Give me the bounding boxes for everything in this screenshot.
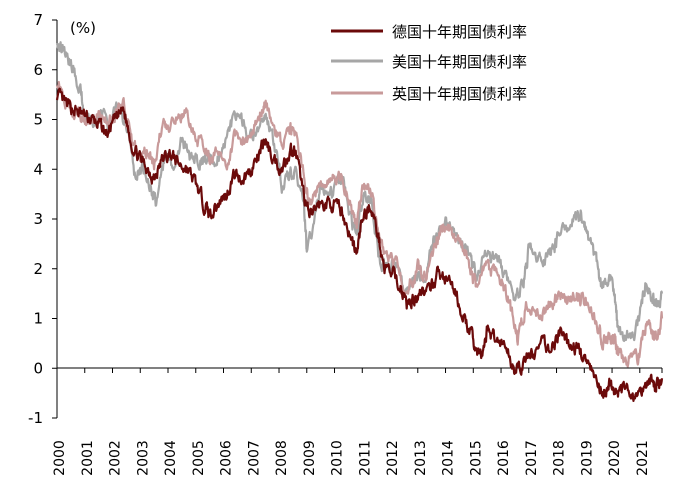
y-axis: 7 6 5 4 3 2 1 0 -1 <box>28 11 58 427</box>
y-tick-label: 6 <box>33 61 43 79</box>
x-tick-label: 2006 <box>219 440 235 476</box>
y-tick-label: 3 <box>33 210 43 228</box>
x-tick-label: 2002 <box>108 440 124 476</box>
x-tick-label: 2017 <box>524 440 540 476</box>
x-tick-label: 2009 <box>302 440 318 476</box>
x-tick-label: 2020 <box>607 440 623 476</box>
x-tick-label: 2003 <box>135 440 151 476</box>
x-tick-label: 2014 <box>441 440 457 476</box>
x-tick-label: 2015 <box>468 440 484 476</box>
x-tick-label: 2007 <box>246 440 262 476</box>
x-axis: 2000 2001 2002 2003 2004 2005 2006 2007 2008 2009… <box>52 367 663 476</box>
series-layer <box>55 41 664 402</box>
y-tick-label: 2 <box>33 260 43 278</box>
legend-label-1: 德国十年期国债利率 <box>392 23 527 41</box>
y-tick-label: -1 <box>28 409 43 427</box>
x-tick-label: 2005 <box>191 440 207 476</box>
x-tick-label: 2011 <box>357 440 373 476</box>
x-tick-label: 2021 <box>635 440 651 476</box>
y-tick-label: 5 <box>33 111 43 129</box>
legend-label-2: 美国十年期国债利率 <box>392 53 527 71</box>
y-tick-label: 4 <box>33 160 43 178</box>
x-tick-label: 2004 <box>163 440 179 476</box>
x-tick-label: 2000 <box>52 440 68 476</box>
series-line-1 <box>55 87 664 402</box>
x-tick-label: 2012 <box>385 440 401 476</box>
y-tick-label: 1 <box>33 310 43 328</box>
x-tick-label: 2010 <box>330 440 346 476</box>
y-axis-unit-label: (%) <box>70 19 96 37</box>
y-tick-label: 7 <box>33 11 43 29</box>
x-tick-label: 2008 <box>274 440 290 476</box>
x-tick-label: 2013 <box>413 440 429 476</box>
x-tick-label: 2001 <box>80 440 96 476</box>
y-tick-label: 0 <box>33 359 43 377</box>
x-tick-label: 2019 <box>579 440 595 476</box>
x-tick-label: 2018 <box>552 440 568 476</box>
x-tick-label: 2016 <box>496 440 512 476</box>
legend-label-3: 英国十年期国债利率 <box>392 85 527 103</box>
